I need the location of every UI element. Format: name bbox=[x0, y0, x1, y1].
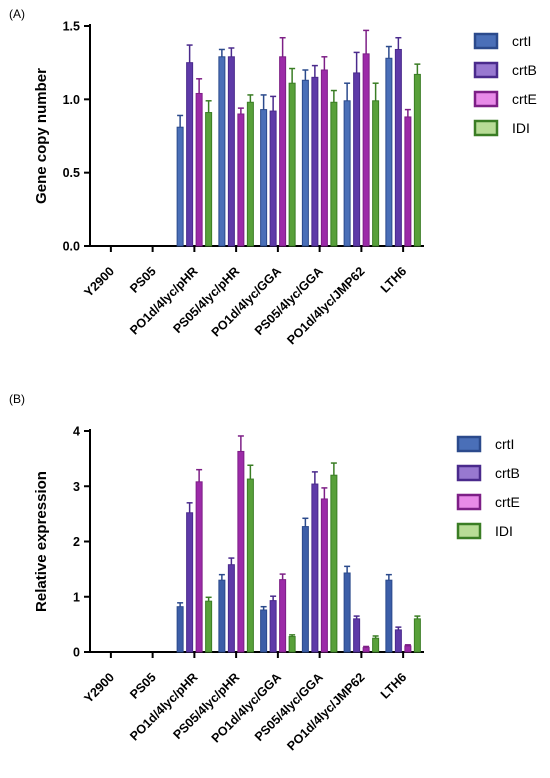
panel-a: (A) Gene copy number 0.0 0.5 1.0 1.5 Y2900 PS05… bbox=[9, 7, 537, 347]
bar-crti bbox=[176, 126, 184, 247]
bar-crti bbox=[218, 579, 226, 653]
bar-idi bbox=[288, 82, 296, 247]
panel-b: (B) Relative expression 0 1 2 3 4 Y2900 PS05 PO1d… bbox=[9, 392, 520, 753]
legend-swatch-crtb bbox=[456, 464, 482, 482]
bar-idi bbox=[372, 100, 380, 247]
legend-label: IDI bbox=[512, 120, 530, 136]
bar-crtb bbox=[227, 564, 235, 653]
legend-label: crtI bbox=[495, 436, 514, 452]
x-tick-label: LTH6 bbox=[378, 264, 409, 295]
bar-crte bbox=[237, 113, 245, 247]
bar-crti bbox=[385, 57, 393, 247]
bar-crti bbox=[343, 100, 351, 247]
y-tick-label: 4 bbox=[73, 425, 80, 439]
bar-crtb bbox=[394, 48, 402, 247]
legend-swatch-idi bbox=[473, 119, 499, 137]
x-tick-label: PS05 bbox=[127, 264, 159, 296]
x-tick-label: Y2900 bbox=[82, 264, 117, 299]
bar-idi bbox=[246, 478, 254, 653]
bar-idi bbox=[205, 600, 213, 653]
bar-crti bbox=[301, 79, 309, 247]
bar-idi bbox=[205, 112, 213, 247]
y-tick-label: 0.5 bbox=[63, 166, 80, 180]
y-axis-title: Gene copy number bbox=[33, 68, 50, 204]
bar-crtb bbox=[227, 56, 235, 247]
x-tick-label: PO1d/4lyc/JMP62 bbox=[284, 264, 367, 347]
x-tick-label: LTH6 bbox=[378, 670, 409, 701]
y-tick-label: 3 bbox=[73, 480, 80, 494]
panel-label: (B) bbox=[9, 392, 25, 406]
bar-crtb bbox=[269, 600, 277, 653]
y-tick-label: 1.5 bbox=[63, 20, 80, 34]
bar-crtb bbox=[394, 629, 402, 653]
bar-idi bbox=[330, 474, 338, 653]
bar-idi bbox=[372, 637, 380, 653]
bar-crtb bbox=[311, 76, 319, 247]
bar-crte bbox=[279, 56, 287, 247]
y-tick-label: 1 bbox=[73, 590, 80, 604]
y-tick-label: 1.0 bbox=[63, 93, 80, 107]
bar-idi bbox=[413, 618, 421, 653]
bar-crti bbox=[343, 572, 351, 653]
y-tick-label: 0.0 bbox=[63, 240, 80, 254]
legend-swatch-crti bbox=[473, 32, 499, 50]
legend-label: crtB bbox=[512, 62, 537, 78]
bar-crtb bbox=[311, 483, 319, 653]
bar-crte bbox=[195, 92, 203, 247]
bar-crte bbox=[362, 647, 370, 653]
legend-label: crtE bbox=[512, 91, 537, 107]
y-tick-label: 0 bbox=[73, 646, 80, 660]
panel-label: (A) bbox=[9, 7, 25, 21]
legend-swatch-idi bbox=[456, 522, 482, 540]
legend-label: IDI bbox=[495, 523, 513, 539]
legend-swatch-crtb bbox=[473, 61, 499, 79]
bar-crte bbox=[320, 498, 328, 653]
bar-idi bbox=[246, 101, 254, 247]
bar-crti bbox=[260, 109, 268, 247]
bar-crte bbox=[362, 53, 370, 247]
y-tick-label: 2 bbox=[73, 535, 80, 549]
bar-crti bbox=[176, 606, 184, 653]
x-tick-label: PO1d/4lyc/JMP62 bbox=[284, 670, 367, 753]
legend-label: crtE bbox=[495, 494, 520, 510]
bar-idi bbox=[330, 101, 338, 247]
bar-idi bbox=[413, 73, 421, 247]
bar-crte bbox=[237, 450, 245, 653]
bar-crti bbox=[218, 56, 226, 247]
bar-crte bbox=[404, 116, 412, 247]
bar-idi bbox=[288, 636, 296, 653]
bar-crte bbox=[279, 579, 287, 653]
y-axis-title: Relative expression bbox=[33, 471, 50, 612]
bar-crtb bbox=[353, 72, 361, 247]
legend-label: crtI bbox=[512, 33, 531, 49]
bar-crtb bbox=[353, 618, 361, 653]
bar-crte bbox=[195, 481, 203, 653]
legend-label: crtB bbox=[495, 465, 520, 481]
legend-swatch-crte bbox=[456, 493, 482, 511]
bar-crtb bbox=[186, 512, 194, 653]
bar-crte bbox=[404, 645, 412, 653]
legend-swatch-crti bbox=[456, 435, 482, 453]
x-tick-label: Y2900 bbox=[82, 670, 117, 705]
bar-crti bbox=[301, 526, 309, 653]
legend-swatch-crte bbox=[473, 90, 499, 108]
bar-crtb bbox=[186, 62, 194, 247]
bar-crti bbox=[260, 609, 268, 653]
x-tick-label: PS05 bbox=[127, 670, 159, 702]
bar-crti bbox=[385, 579, 393, 653]
bar-crtb bbox=[269, 110, 277, 247]
bar-crte bbox=[320, 69, 328, 247]
